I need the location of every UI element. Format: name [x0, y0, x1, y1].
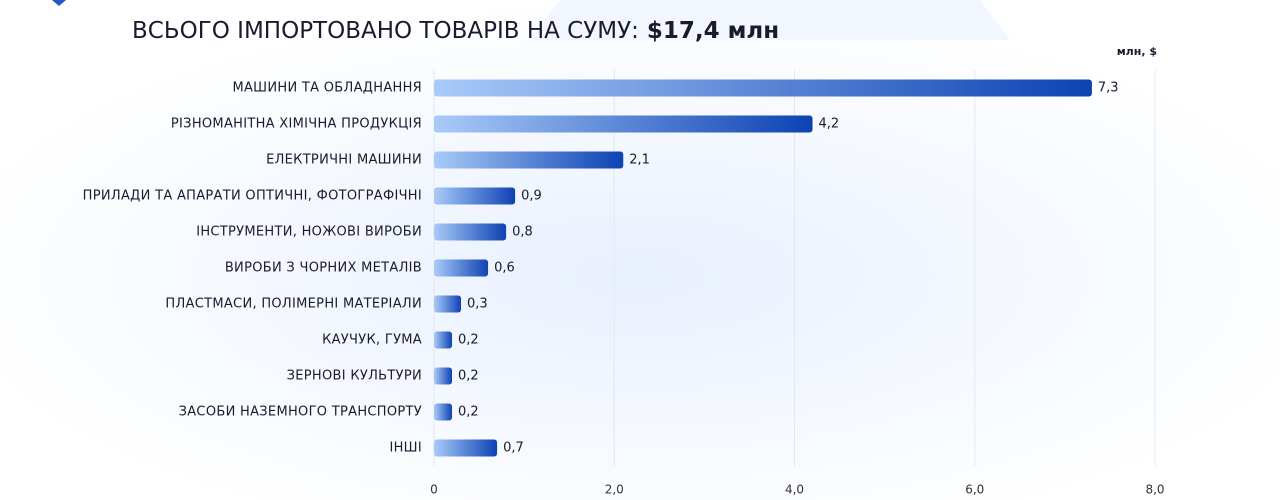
- value-label: 0,9: [521, 189, 542, 204]
- value-label: 0,2: [458, 333, 479, 348]
- category-label: ЗАСОБИ НАЗЕМНОГО ТРАНСПОРТУ: [179, 405, 422, 420]
- x-tick-label: 4,0: [785, 483, 804, 497]
- bar: [434, 223, 507, 241]
- category-label: КАУЧУК, ГУМА: [322, 333, 422, 348]
- bar: [434, 367, 453, 385]
- category-label: РІЗНОМАНІТНА ХІМІЧНА ПРОДУКЦІЯ: [171, 117, 422, 132]
- category-label: ПЛАСТМАСИ, ПОЛІМЕРНІ МАТЕРІАЛИ: [165, 297, 422, 312]
- category-label: ЕЛЕКТРИЧНІ МАШИНИ: [266, 153, 422, 168]
- chart-title: ВСЬОГО ІМПОРТОВАНО ТОВАРІВ НА СУМУ: $17,4…: [132, 18, 779, 44]
- value-label: 2,1: [629, 153, 650, 168]
- bar: [434, 295, 462, 313]
- value-label: 4,2: [819, 117, 840, 132]
- category-label: МАШИНИ ТА ОБЛАДНАННЯ: [232, 81, 422, 96]
- background-shape: [530, 0, 1010, 40]
- bar: [434, 79, 1092, 97]
- value-label: 0,8: [512, 225, 533, 240]
- x-tick-label: 0: [430, 483, 438, 497]
- value-label: 7,3: [1098, 81, 1119, 96]
- bar: [434, 403, 453, 421]
- bar: [434, 115, 813, 133]
- value-label: 0,2: [458, 405, 479, 420]
- category-label: ІНСТРУМЕНТИ, НОЖОВІ ВИРОБИ: [196, 225, 422, 240]
- value-label: 0,3: [467, 297, 488, 312]
- value-label: 0,7: [503, 441, 524, 456]
- title-text: ВСЬОГО ІМПОРТОВАНО ТОВАРІВ НА СУМУ:: [132, 18, 639, 44]
- unit-label: млн, $: [1117, 45, 1157, 58]
- category-label: ІНШІ: [389, 441, 422, 456]
- bar: [434, 187, 516, 205]
- bar: [434, 259, 489, 277]
- bar: [434, 151, 624, 169]
- x-tick-label: 6,0: [965, 483, 984, 497]
- bar: [434, 331, 453, 349]
- bar: [434, 439, 498, 457]
- x-tick-label: 8,0: [1145, 483, 1164, 497]
- x-tick-label: 2,0: [605, 483, 624, 497]
- title-total: $17,4 млн: [647, 18, 779, 44]
- logo: [52, 0, 66, 6]
- category-label: ВИРОБИ З ЧОРНИХ МЕТАЛІВ: [225, 261, 422, 276]
- category-label: ПРИЛАДИ ТА АПАРАТИ ОПТИЧНІ, ФОТОГРАФІЧНІ: [83, 189, 422, 204]
- value-label: 0,6: [494, 261, 515, 276]
- value-label: 0,2: [458, 369, 479, 384]
- category-label: ЗЕРНОВІ КУЛЬТУРИ: [287, 369, 422, 384]
